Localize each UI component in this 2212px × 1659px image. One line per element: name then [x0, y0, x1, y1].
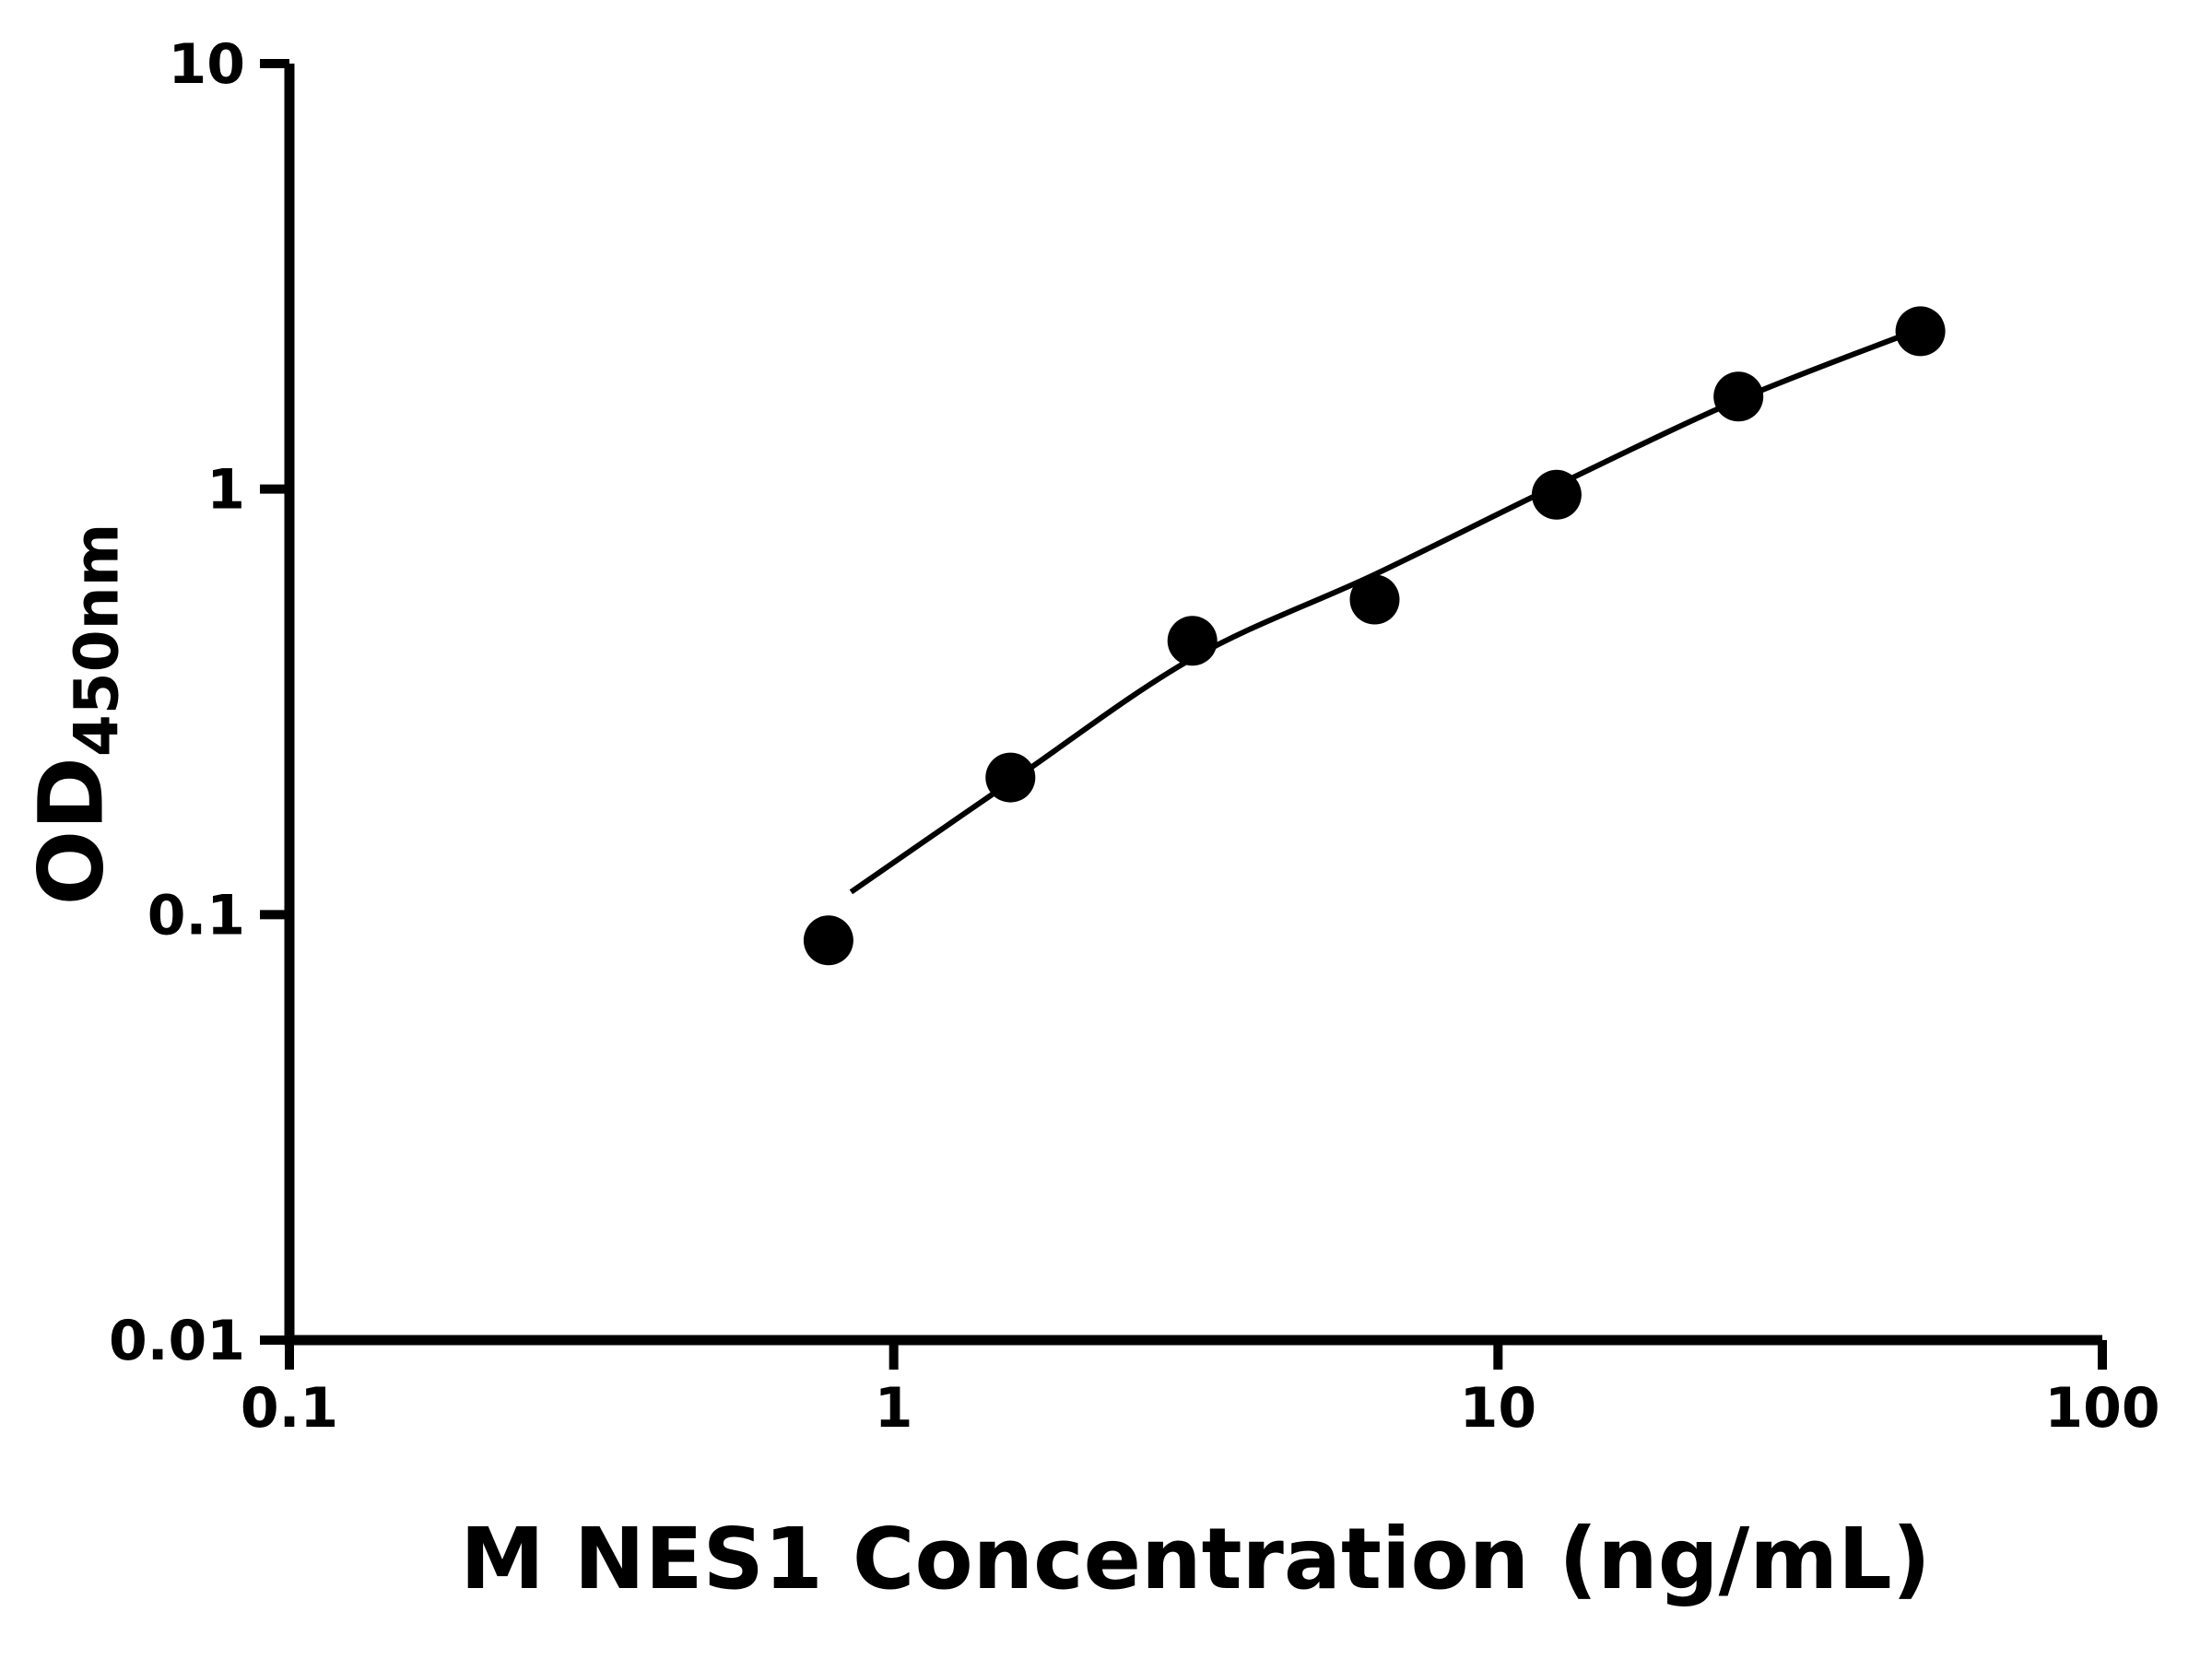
y-axis-title: OD450nm: [20, 524, 133, 906]
y-axis-title-sub: 450nm: [61, 523, 133, 758]
x-axis-tick-label: 100: [2044, 1376, 2159, 1441]
data-point: [1167, 616, 1218, 666]
data-point: [985, 752, 1036, 803]
axes: [284, 64, 2102, 1346]
data-point: [1349, 574, 1400, 625]
y-axis-title-main: OD: [19, 757, 124, 906]
x-axis-tick-label: 1: [875, 1376, 913, 1441]
x-axis-tick-label: 0.1: [241, 1376, 338, 1441]
y-axis-tick-label: 10: [169, 32, 246, 97]
y-axis-tick-label: 0.1: [147, 883, 245, 947]
x-axis-title: M NES1 Concentration (ng/mL): [460, 1510, 1931, 1608]
x-axis-tick-label: 10: [1460, 1376, 1537, 1441]
data-point: [1895, 306, 1946, 357]
data-point: [1531, 469, 1582, 520]
y-axis-tick-label: 1: [206, 458, 245, 523]
data-point: [1713, 371, 1764, 422]
data-point: [803, 915, 853, 966]
y-axis-tick-label: 0.01: [109, 1309, 245, 1373]
